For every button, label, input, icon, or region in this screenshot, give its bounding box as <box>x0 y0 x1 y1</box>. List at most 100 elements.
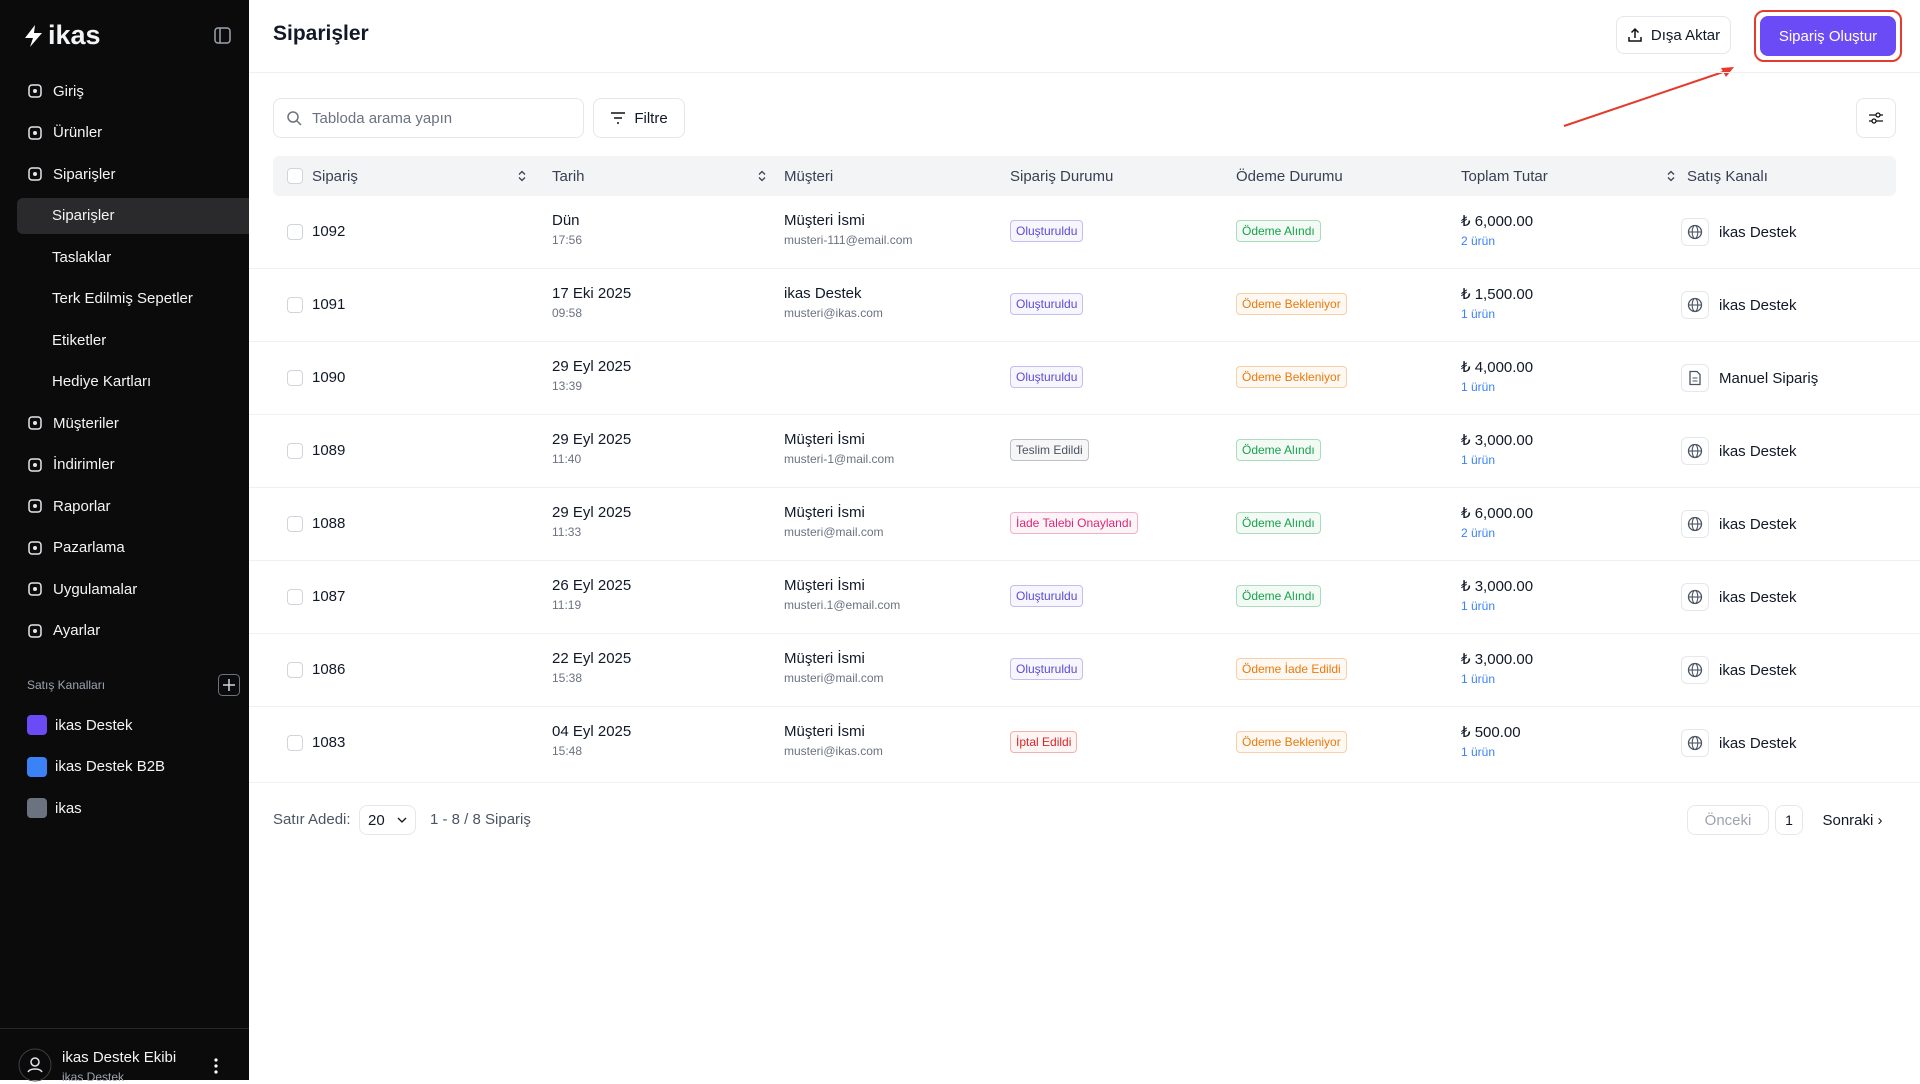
icon <box>28 125 42 140</box>
total: ₺ 1,500.00 1 ürün <box>1461 285 1533 321</box>
checkbox[interactable] <box>287 297 303 313</box>
order-id[interactable]: 1086 <box>312 661 346 678</box>
rows-select[interactable]: 20 <box>359 805 416 835</box>
create-order-button[interactable]: Sipariş Oluştur <box>1760 16 1896 56</box>
nav-subitem[interactable]: Terk Edilmiş Sepetler <box>52 290 193 307</box>
search-placeholder: Tabloda arama yapın <box>312 109 453 127</box>
icon <box>1687 297 1703 313</box>
checkbox[interactable] <box>287 168 303 184</box>
sort-icon[interactable] <box>1666 170 1676 182</box>
icon <box>1689 370 1701 386</box>
rows-per-page: 20 <box>368 811 385 829</box>
channel-name: ikas Destek <box>1719 442 1797 460</box>
icon <box>1687 589 1703 605</box>
checkbox[interactable] <box>287 662 303 678</box>
total-main: ₺ 6,000.00 <box>1461 505 1534 522</box>
user-menu[interactable] <box>212 1056 220 1076</box>
filter-label: Filtre <box>634 109 668 127</box>
checkbox[interactable] <box>287 370 303 386</box>
rows-label: Satır Adedi: <box>273 811 351 828</box>
date-main: Dün <box>552 212 580 229</box>
payment-status: Ödeme İade Edildi <box>1236 658 1347 680</box>
payment-status: Ödeme Alındı <box>1236 220 1321 242</box>
order-status: Oluşturuldu <box>1010 658 1084 680</box>
page-button[interactable]: 1 <box>1775 805 1803 835</box>
column-settings[interactable] <box>1856 98 1896 138</box>
total-main: ₺ 3,000.00 <box>1461 432 1534 449</box>
sales-channel: ikas Destek <box>1681 510 1797 538</box>
total-main: ₺ 3,000.00 <box>1461 578 1534 595</box>
nav-item[interactable]: Müşteriler <box>17 405 249 441</box>
nav-item[interactable]: Giriş <box>17 73 249 109</box>
channel-name: Manuel Sipariş <box>1719 369 1819 387</box>
order-id[interactable]: 1088 <box>312 515 346 532</box>
channel-item[interactable]: ikas Destek B2B <box>17 749 249 785</box>
nav-item[interactable]: Ayarlar <box>17 613 249 649</box>
order-status-badge: Oluşturuldu <box>1010 585 1084 607</box>
nav-subitem[interactable]: Taslaklar <box>52 248 112 266</box>
total-sub: 1 ürün <box>1461 672 1496 686</box>
order-status: Oluşturuldu <box>1010 293 1084 315</box>
checkbox[interactable] <box>287 735 303 751</box>
order-id[interactable]: 1090 <box>312 369 346 386</box>
nav-item[interactable]: Uygulamalar <box>17 571 249 607</box>
nav-subitem[interactable]: Etiketler <box>52 331 107 349</box>
search-input[interactable]: Tabloda arama yapın <box>273 98 584 138</box>
date-main: 17 Eki 2025 <box>552 285 632 302</box>
search-icon <box>287 111 302 126</box>
next-button[interactable]: Sonraki › <box>1809 805 1896 835</box>
nav-subitem[interactable]: Hediye Kartları <box>52 373 152 390</box>
column-header: Sipariş Durumu <box>1010 167 1114 185</box>
date: 22 Eyl 2025 15:38 <box>552 650 631 685</box>
order-id[interactable]: 1087 <box>312 588 346 605</box>
nav-subitem[interactable]: Siparişler <box>17 197 249 234</box>
nav-item[interactable]: Ürünler <box>17 115 249 151</box>
checkbox[interactable] <box>287 589 303 605</box>
order-id[interactable]: 1089 <box>312 442 346 459</box>
customer: ikas Destek musteri@ikas.com <box>784 285 883 320</box>
filter-icon <box>611 112 626 124</box>
checkbox[interactable] <box>287 516 303 532</box>
date-main: 29 Eyl 2025 <box>552 504 632 521</box>
customer-sub: musteri-1@mail.com <box>784 452 895 466</box>
nav-item[interactable]: Siparişler <box>17 156 249 192</box>
payment-status-badge: Ödeme Alındı <box>1236 585 1321 607</box>
customer-sub: musteri.1@email.com <box>784 598 901 612</box>
logo: ikas <box>48 20 101 50</box>
nav-item[interactable]: Raporlar <box>17 488 249 524</box>
checkbox[interactable] <box>287 443 303 459</box>
nav-item[interactable]: İndirimler <box>17 447 249 483</box>
order-id[interactable]: 1083 <box>312 734 346 751</box>
date: Dün 17:56 <box>552 212 582 247</box>
next-label: Sonraki <box>1822 811 1874 829</box>
export-button[interactable]: Dışa Aktar <box>1616 16 1731 54</box>
icon <box>28 499 42 513</box>
sort-icon[interactable] <box>517 170 527 182</box>
order-status-badge: Teslim Edildi <box>1010 439 1089 461</box>
collapse-button[interactable] <box>214 27 231 44</box>
icon <box>1687 735 1703 751</box>
table-row <box>249 488 1920 561</box>
total-main: ₺ 500.00 <box>1461 724 1521 741</box>
total-main: ₺ 4,000.00 <box>1461 359 1534 376</box>
channel-name: ikas Destek <box>1719 296 1797 314</box>
channel-item[interactable]: ikas Destek <box>17 707 249 743</box>
total-main: ₺ 6,000.00 <box>1461 213 1534 230</box>
checkbox[interactable] <box>287 224 303 240</box>
prev-button[interactable]: Önceki <box>1687 805 1769 835</box>
filter-button[interactable]: Filtre <box>593 98 685 138</box>
nav-item[interactable]: Pazarlama <box>17 530 249 566</box>
sort-icon[interactable] <box>757 170 767 182</box>
customer: Müşteri İsmi musteri.1@email.com <box>784 577 900 612</box>
order-id[interactable]: 1092 <box>312 223 346 240</box>
channel-item[interactable]: ikas <box>17 790 249 826</box>
customer-sub: musteri@mail.com <box>784 525 884 539</box>
icon <box>1687 662 1703 678</box>
sales-channel: ikas Destek <box>1681 656 1797 684</box>
add-channel[interactable] <box>218 674 240 696</box>
order-status: İptal Edildi <box>1010 731 1078 753</box>
channels-title: Satış Kanalları <box>27 678 106 692</box>
order-id[interactable]: 1091 <box>312 296 346 313</box>
date: 29 Eyl 2025 13:39 <box>552 358 631 393</box>
icon <box>28 582 42 596</box>
